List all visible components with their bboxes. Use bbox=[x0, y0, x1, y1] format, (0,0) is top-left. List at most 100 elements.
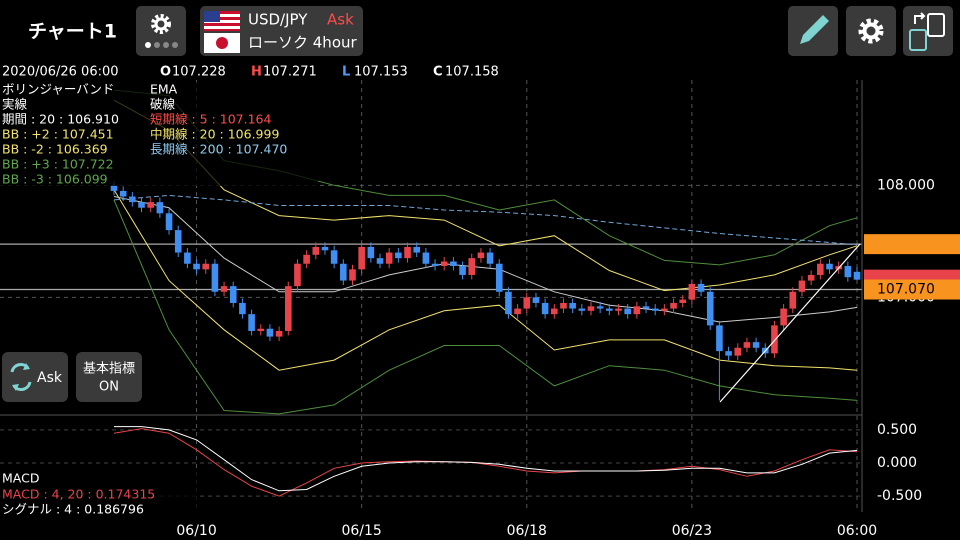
candle-body bbox=[468, 258, 476, 275]
switch-button[interactable] bbox=[903, 6, 953, 56]
candle-body bbox=[156, 202, 164, 214]
candle-body bbox=[523, 297, 531, 309]
macd-tick-label: -0.500 bbox=[877, 488, 922, 504]
candle-body bbox=[550, 308, 558, 315]
legend-entry: シグナル : 4 : 0.186796 bbox=[2, 502, 144, 517]
header: チャート1 USD/JPY Ask ローソク 4hour bbox=[28, 6, 953, 56]
candle-body bbox=[587, 306, 595, 311]
x-tick-label: 06/18 bbox=[507, 523, 547, 539]
candle-body bbox=[211, 263, 219, 292]
candle-body bbox=[110, 185, 118, 191]
chart-settings-button[interactable] bbox=[846, 6, 896, 56]
price-tag bbox=[864, 234, 960, 255]
legend-background bbox=[0, 471, 198, 519]
candle-body bbox=[679, 299, 687, 303]
candle-body bbox=[514, 308, 521, 315]
macd-lines bbox=[113, 426, 858, 497]
ask-label: Ask bbox=[37, 370, 63, 386]
jp-flag bbox=[204, 33, 240, 53]
candle-body bbox=[147, 202, 154, 208]
candle-body bbox=[184, 252, 191, 264]
candle-body bbox=[294, 263, 301, 287]
candle-body bbox=[284, 286, 292, 331]
candle-body bbox=[239, 302, 246, 315]
legend-row: 長期線 : 200 : 107.470 bbox=[150, 142, 287, 157]
x-tick-label: 06/10 bbox=[176, 523, 216, 539]
legend-style: 破線 bbox=[150, 97, 176, 112]
candle-body bbox=[743, 342, 751, 348]
trend-line bbox=[719, 243, 861, 403]
candle-body bbox=[844, 265, 852, 278]
ask-toggle-button[interactable]: Ask bbox=[2, 352, 68, 402]
symbol-button[interactable]: USD/JPY Ask ローソク 4hour bbox=[200, 6, 363, 56]
draw-button[interactable] bbox=[788, 6, 838, 56]
candle-body bbox=[578, 308, 586, 311]
candles bbox=[110, 180, 861, 401]
macd-title: MACD bbox=[2, 471, 39, 486]
indicator-button[interactable]: 基本指標 ON bbox=[76, 352, 142, 402]
candle-body bbox=[615, 308, 622, 311]
candle-body bbox=[330, 250, 338, 264]
ohlc-datetime: 2020/06/26 06:00 bbox=[2, 65, 119, 80]
price-tag bbox=[864, 279, 960, 300]
candle-body bbox=[477, 252, 485, 259]
candle-body bbox=[266, 328, 274, 337]
candle-body bbox=[706, 291, 714, 326]
us-flag bbox=[204, 11, 240, 31]
macd-tick-label: 0.000 bbox=[877, 455, 917, 471]
candle-body bbox=[193, 263, 200, 270]
legend-row: 期間 : 20 : 106.910 bbox=[2, 112, 119, 127]
legend-row: BB : +3 : 107.722 bbox=[2, 157, 114, 172]
candle-body bbox=[229, 286, 237, 303]
candle-body bbox=[596, 306, 604, 309]
indicator-state: ON bbox=[99, 380, 119, 395]
candle-body bbox=[532, 297, 540, 303]
candle-body bbox=[431, 263, 439, 266]
price-tags: 107.070 bbox=[864, 234, 960, 300]
candle-body bbox=[376, 258, 384, 264]
candle-body bbox=[486, 252, 494, 264]
candle-body bbox=[560, 302, 567, 309]
candle-body bbox=[358, 246, 365, 270]
indicator-line bbox=[113, 99, 858, 292]
indicator-line bbox=[113, 199, 858, 415]
legend-entry: MACD : 4, 20 : 0.174315 bbox=[2, 487, 155, 502]
candle-body bbox=[624, 308, 631, 315]
candle-body bbox=[413, 246, 421, 253]
legend-title: EMA bbox=[150, 82, 178, 97]
settings-button[interactable] bbox=[136, 6, 186, 56]
candle-body bbox=[367, 246, 375, 259]
legend-style: 実線 bbox=[2, 97, 28, 112]
candle-body bbox=[826, 263, 833, 270]
candle-body bbox=[119, 190, 127, 197]
candle-body bbox=[321, 246, 329, 251]
macd-line bbox=[113, 428, 858, 497]
candle-body bbox=[853, 271, 861, 280]
ohlc-value: 107.158 bbox=[445, 65, 499, 80]
candle-body bbox=[688, 283, 696, 300]
side: Ask bbox=[327, 11, 354, 29]
legend-row: BB : -2 : 106.369 bbox=[2, 142, 108, 157]
indicator-line bbox=[113, 194, 858, 246]
indicator-line bbox=[113, 189, 858, 371]
x-tick-label: 06/23 bbox=[672, 523, 712, 539]
candle-body bbox=[450, 261, 457, 266]
candle-body bbox=[165, 213, 173, 231]
candle-body bbox=[606, 308, 613, 311]
candle-body bbox=[303, 254, 310, 264]
candle-body bbox=[312, 246, 320, 255]
candle-body bbox=[541, 302, 549, 315]
chart-title: チャート1 bbox=[28, 21, 117, 43]
legend-row: 短期線 : 5 : 107.164 bbox=[150, 112, 272, 127]
candle-body bbox=[734, 347, 742, 356]
legend-row: BB : -3 : 106.099 bbox=[2, 172, 108, 187]
candle-body bbox=[220, 286, 228, 292]
candle-body bbox=[459, 265, 466, 275]
ohlc-value: 107.153 bbox=[354, 65, 408, 80]
candle-body bbox=[569, 302, 576, 309]
candle-body bbox=[651, 308, 659, 311]
candle-body bbox=[257, 328, 265, 331]
candle-body bbox=[349, 269, 356, 281]
